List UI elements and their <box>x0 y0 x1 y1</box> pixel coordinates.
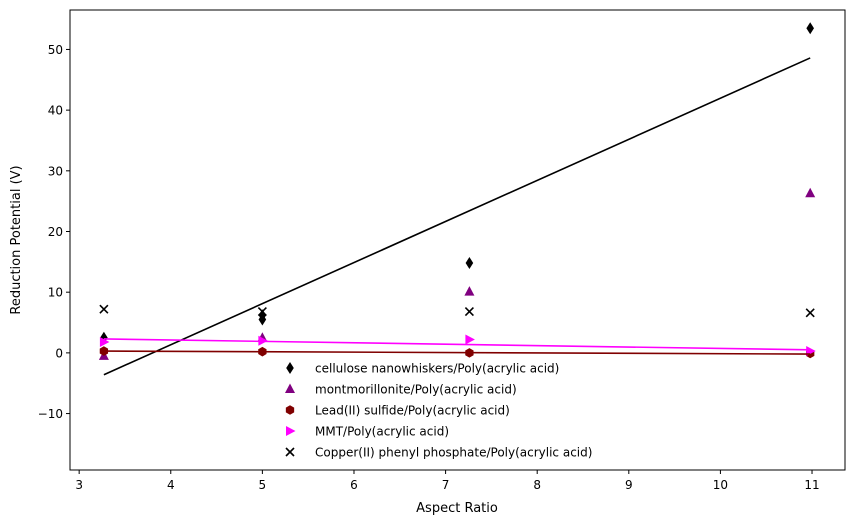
legend-marker <box>285 383 295 393</box>
x-tick-label: 9 <box>625 478 633 492</box>
series-2 <box>98 187 816 360</box>
y-tick-label: 40 <box>48 104 63 118</box>
legend-item: cellulose nanowhiskers/Poly(acrylic acid… <box>286 362 559 376</box>
legend-label: montmorillonite/Poly(acrylic acid) <box>315 383 517 397</box>
series-1 <box>100 22 814 344</box>
x-tick-label: 7 <box>442 478 450 492</box>
x-tick-label: 5 <box>259 478 267 492</box>
legend-marker <box>285 405 295 415</box>
x-tick-label: 8 <box>533 478 541 492</box>
legend-item: MMT/Poly(acrylic acid) <box>286 425 449 439</box>
data-point <box>99 336 110 347</box>
fit-line-3 <box>103 350 811 355</box>
x-tick-label: 3 <box>75 478 83 492</box>
y-tick-label: −10 <box>38 407 63 421</box>
series-5 <box>99 304 815 318</box>
y-tick-label: 30 <box>48 164 63 178</box>
legend-item: montmorillonite/Poly(acrylic acid) <box>285 383 517 397</box>
data-point <box>99 304 109 314</box>
legend-marker <box>286 362 294 374</box>
legend: cellulose nanowhiskers/Poly(acrylic acid… <box>285 362 592 460</box>
y-tick-label: 0 <box>55 346 63 360</box>
x-axis-label: Aspect Ratio <box>416 501 498 516</box>
legend-item: Lead(II) sulfide/Poly(acrylic acid) <box>285 404 510 418</box>
legend-marker <box>285 447 295 457</box>
legend-label: Copper(II) phenyl phosphate/Poly(acrylic… <box>315 446 592 460</box>
y-tick-label: 20 <box>48 225 63 239</box>
legend-item: Copper(II) phenyl phosphate/Poly(acrylic… <box>285 446 592 460</box>
fit-line-1 <box>103 57 811 376</box>
x-tick-label: 6 <box>350 478 358 492</box>
x-tick-label: 4 <box>167 478 175 492</box>
y-tick-label: 10 <box>48 286 63 300</box>
fit-line-4 <box>103 338 811 351</box>
x-tick-label: 11 <box>804 478 819 492</box>
data-point <box>464 286 475 296</box>
x-axis: 3 4 5 6 7 8 9 10 11 <box>75 470 820 492</box>
legend-marker <box>286 426 296 436</box>
data-point <box>465 257 474 270</box>
data-point <box>465 334 475 345</box>
legend-label: Lead(II) sulfide/Poly(acrylic acid) <box>315 404 510 418</box>
plot-area <box>98 22 816 376</box>
y-tick-label: 50 <box>48 43 63 57</box>
legend-label: MMT/Poly(acrylic acid) <box>315 425 449 439</box>
plot-frame <box>69 9 846 471</box>
y-axis: −10 0 10 20 30 40 50 <box>38 43 70 421</box>
data-point <box>805 308 815 318</box>
y-axis-label: Reduction Potential (V) <box>9 165 24 314</box>
data-point <box>258 309 267 322</box>
data-point <box>806 22 814 35</box>
data-point <box>257 307 267 317</box>
legend-label: cellulose nanowhiskers/Poly(acrylic acid… <box>315 362 559 376</box>
x-tick-label: 10 <box>713 478 728 492</box>
data-point <box>464 307 474 317</box>
data-point <box>805 187 816 198</box>
